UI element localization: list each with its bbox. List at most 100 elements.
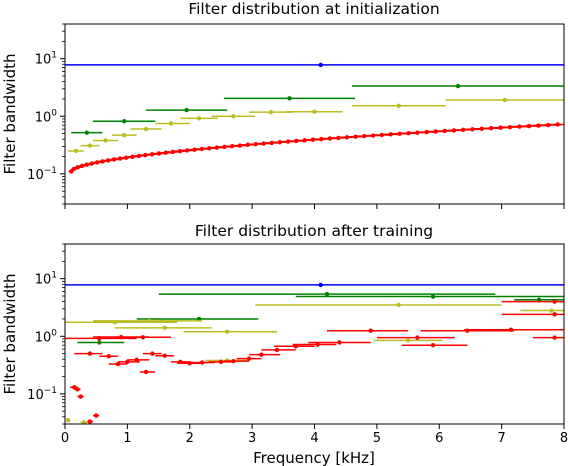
series-marks-initialization bbox=[65, 62, 564, 174]
data-point bbox=[125, 359, 130, 365]
data-point bbox=[134, 357, 139, 363]
data-point bbox=[312, 109, 317, 114]
data-point bbox=[184, 148, 190, 153]
data-point bbox=[149, 152, 155, 157]
data-point bbox=[430, 343, 436, 348]
data-point bbox=[259, 352, 264, 357]
panel-title-after-training: Filter distribution after training bbox=[195, 222, 433, 240]
data-point bbox=[162, 325, 167, 331]
data-point bbox=[415, 335, 420, 340]
data-point bbox=[231, 114, 236, 119]
y-ticks-after-training: 1 0 −1 100 101 bbox=[27, 243, 65, 425]
data-point bbox=[87, 419, 93, 424]
y-tick-label: 100 bbox=[35, 108, 58, 125]
data-point bbox=[184, 107, 189, 113]
data-point bbox=[97, 340, 102, 345]
data-point bbox=[555, 122, 560, 127]
panel-title-initialization: Filter distribution at initialization bbox=[188, 0, 439, 18]
data-point bbox=[143, 152, 148, 158]
data-point bbox=[93, 413, 99, 418]
data-point bbox=[74, 148, 79, 154]
data-point bbox=[396, 302, 401, 308]
data-point bbox=[552, 335, 557, 340]
data-point bbox=[106, 354, 111, 359]
data-point bbox=[549, 308, 554, 313]
data-point bbox=[163, 150, 169, 155]
data-point bbox=[84, 162, 89, 167]
data-point bbox=[196, 116, 202, 121]
data-point bbox=[81, 420, 86, 425]
data-point bbox=[368, 328, 373, 333]
data-point bbox=[552, 299, 557, 304]
data-point bbox=[246, 356, 252, 361]
x-tick-label: 3 bbox=[248, 431, 256, 446]
panel-initialization: Filter distribution at initialization Fi… bbox=[1, 0, 565, 205]
y-tick-exponent: 1 bbox=[51, 271, 57, 281]
data-point bbox=[103, 138, 108, 143]
data-point bbox=[87, 143, 93, 148]
x-axis-label: Frequency [kHz] bbox=[253, 449, 375, 466]
data-point bbox=[75, 387, 80, 392]
data-point bbox=[143, 126, 149, 132]
data-point bbox=[150, 351, 155, 356]
data-point bbox=[224, 329, 230, 334]
data-point bbox=[140, 335, 146, 340]
series-marks-after-training bbox=[65, 282, 564, 425]
data-point bbox=[207, 146, 212, 151]
data-point bbox=[268, 109, 274, 115]
data-point bbox=[122, 132, 127, 138]
plot-frame-initialization bbox=[64, 23, 565, 205]
x-tick-label: 6 bbox=[435, 431, 443, 446]
y-axis-label: Filter bandwidth bbox=[1, 53, 19, 174]
data-point bbox=[89, 161, 94, 166]
x-tick-label: 1 bbox=[123, 431, 131, 446]
data-point bbox=[130, 154, 135, 159]
data-point bbox=[69, 169, 74, 174]
x-tick-label: 5 bbox=[373, 431, 381, 446]
data-point bbox=[162, 353, 167, 358]
data-point bbox=[105, 158, 111, 163]
data-point bbox=[324, 291, 330, 297]
data-point bbox=[147, 318, 152, 324]
y-tick-exponent: −1 bbox=[44, 166, 57, 176]
y-tick-label: 100 bbox=[35, 328, 58, 345]
data-point bbox=[78, 394, 83, 399]
data-point bbox=[396, 103, 401, 109]
panel-after-training: Filter distribution after training Filte… bbox=[1, 222, 565, 425]
data-point bbox=[115, 361, 121, 367]
x-tick-label: 2 bbox=[186, 431, 194, 446]
data-point bbox=[318, 282, 323, 288]
data-point bbox=[136, 153, 142, 159]
data-point bbox=[168, 121, 174, 126]
y-tick-exponent: −1 bbox=[44, 386, 57, 396]
data-point bbox=[318, 62, 323, 68]
data-point bbox=[111, 157, 117, 162]
data-point bbox=[552, 312, 557, 317]
data-point bbox=[315, 342, 320, 347]
data-point bbox=[79, 163, 85, 169]
y-tick-label: 101 bbox=[35, 271, 57, 288]
data-point bbox=[87, 351, 93, 356]
x-tick-label: 7 bbox=[497, 431, 505, 446]
y-tick-label: 10−1 bbox=[27, 166, 57, 183]
data-point bbox=[170, 149, 176, 155]
data-point bbox=[502, 97, 507, 103]
y-tick-exponent: 0 bbox=[51, 108, 57, 118]
data-point bbox=[405, 338, 411, 343]
data-point bbox=[122, 119, 127, 124]
x-tick-label: 0 bbox=[61, 431, 69, 446]
data-point bbox=[218, 359, 224, 365]
data-point bbox=[123, 155, 129, 160]
data-point bbox=[274, 347, 280, 353]
data-point bbox=[94, 160, 100, 165]
x-tick-label: 8 bbox=[560, 431, 568, 446]
data-point bbox=[287, 96, 292, 101]
data-point bbox=[455, 83, 461, 89]
x-tick-label: 4 bbox=[310, 431, 318, 446]
y-axis-label: Filter bandwidth bbox=[1, 273, 19, 394]
y-tick-exponent: 0 bbox=[51, 328, 57, 338]
data-point bbox=[192, 147, 197, 152]
data-point bbox=[72, 385, 77, 390]
